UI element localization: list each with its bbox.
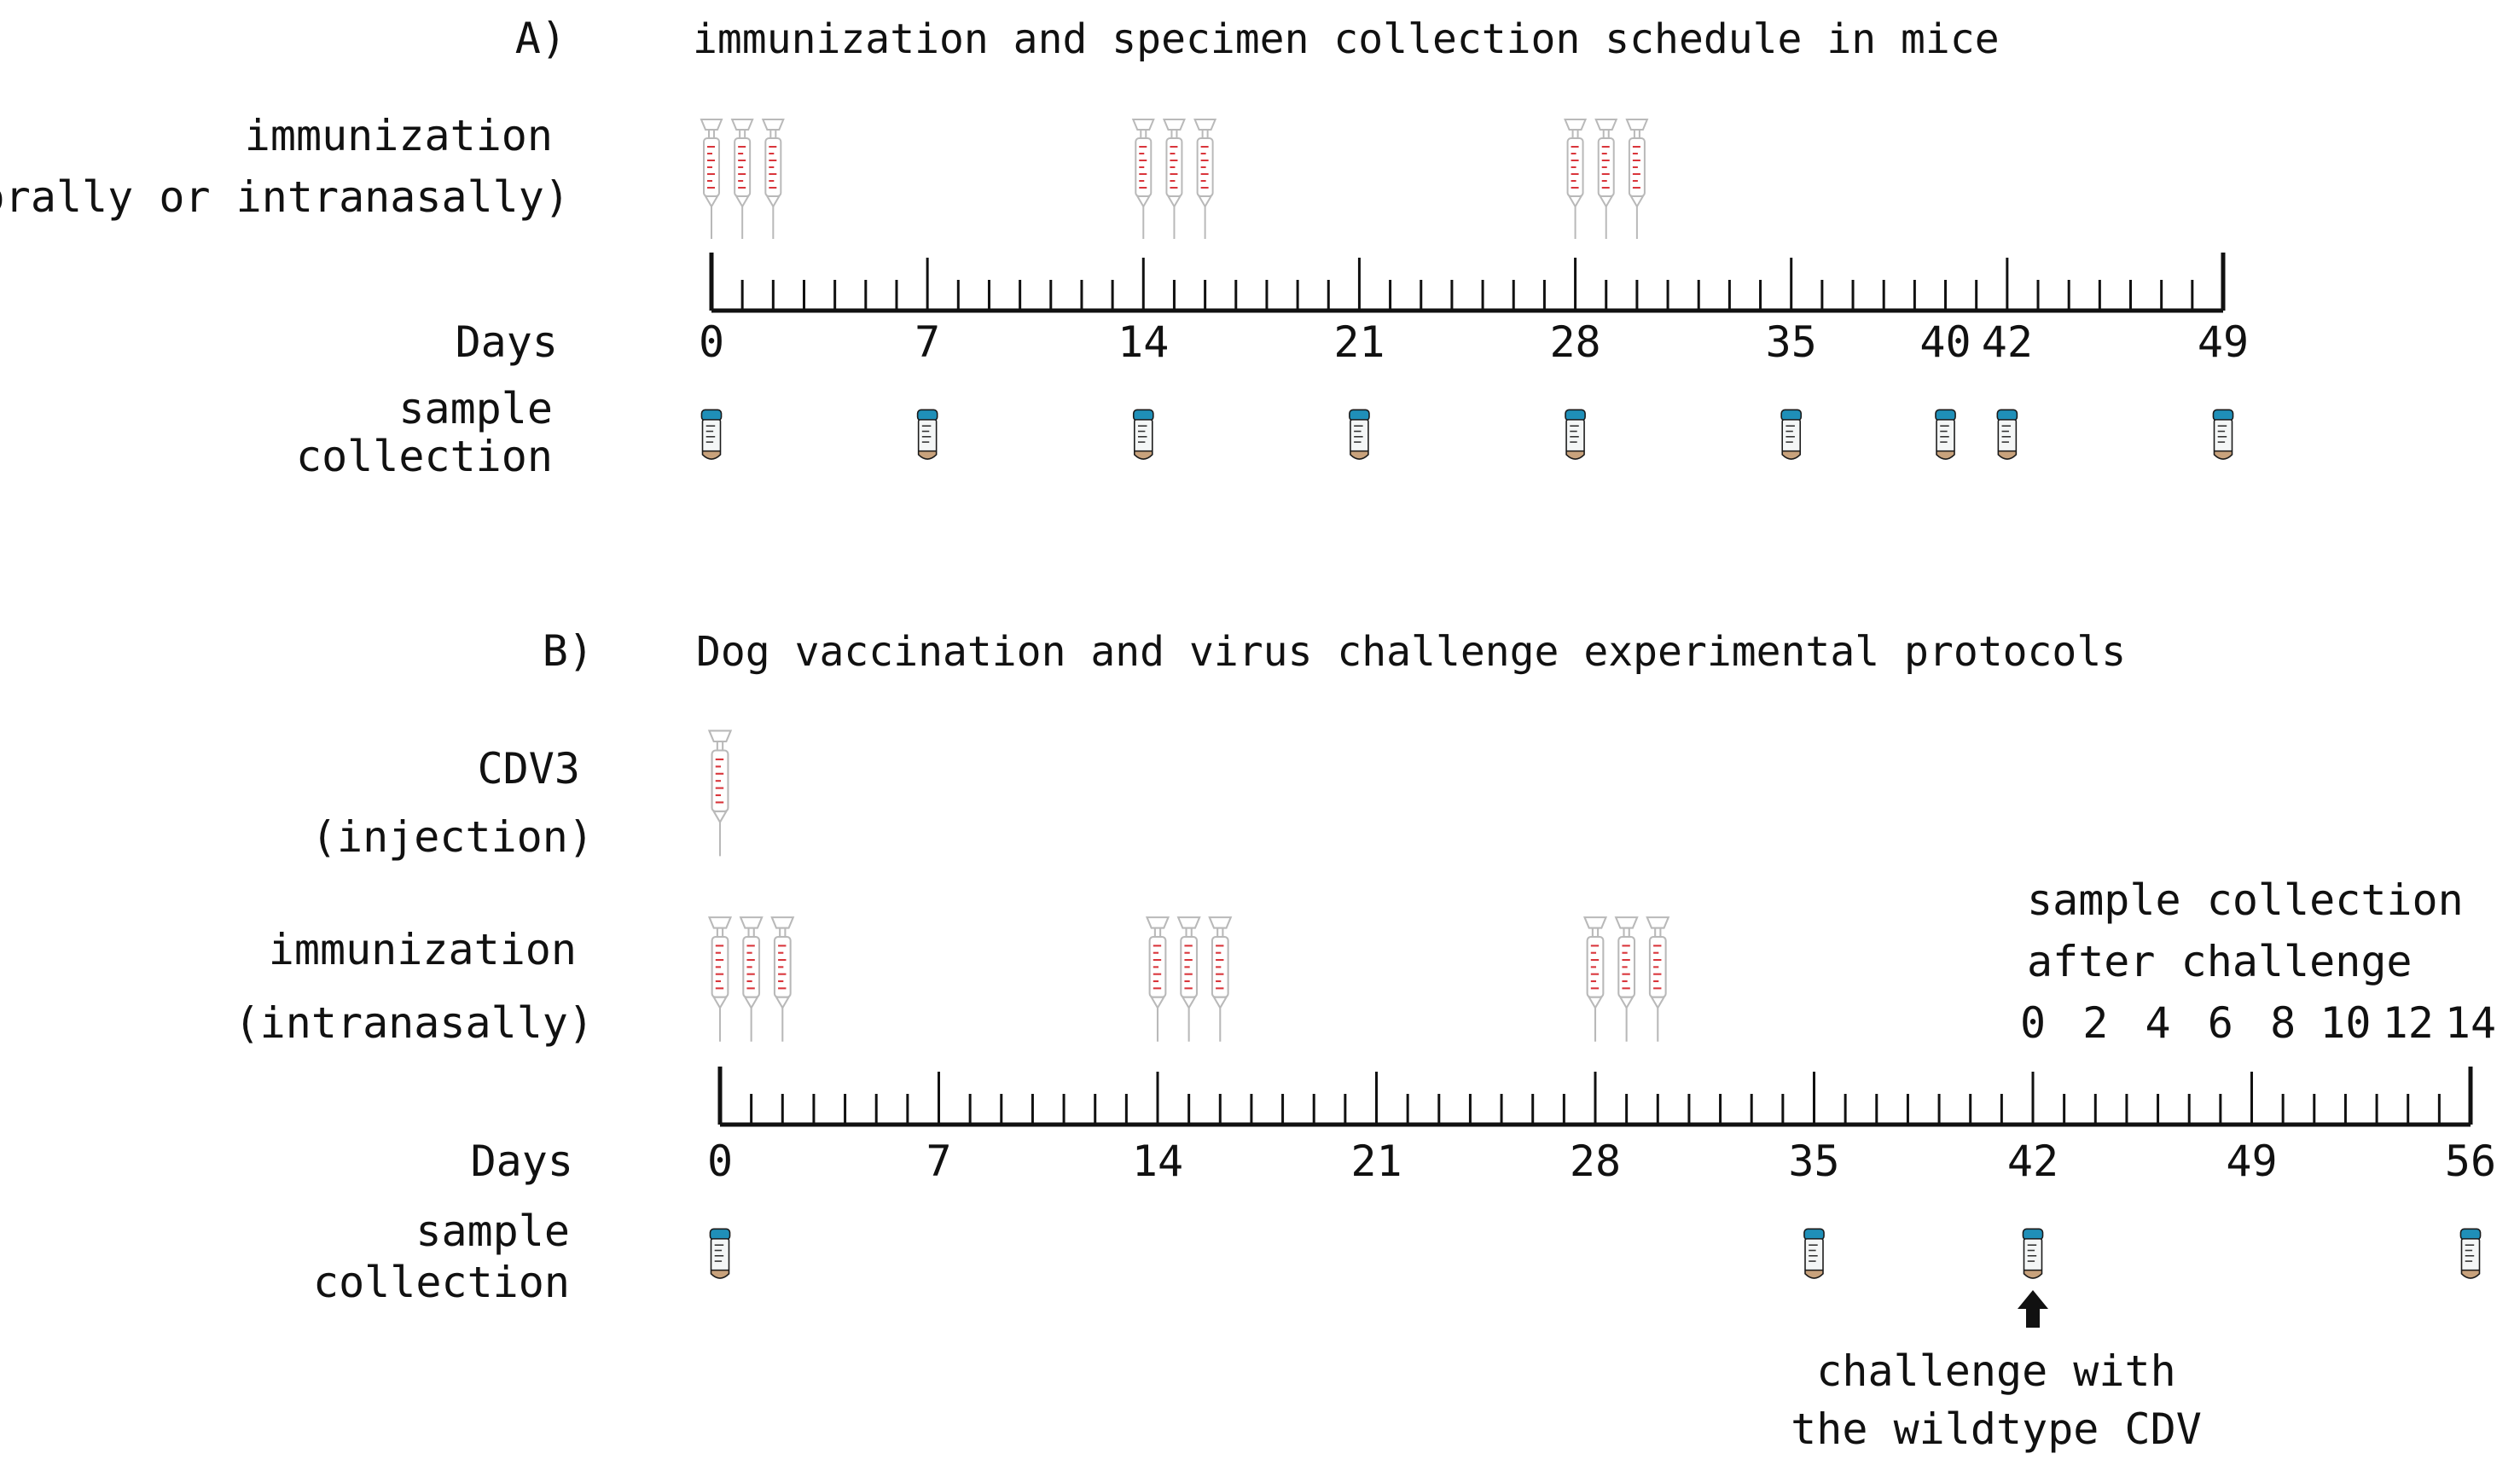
syringe-icon <box>1146 916 1170 1043</box>
syringe-icon <box>740 916 764 1043</box>
syringe-icon <box>1594 119 1617 240</box>
syringe-icon <box>708 730 732 858</box>
panel-b-timeline <box>717 1067 2473 1127</box>
sample-tube-icon <box>1935 409 1956 460</box>
after-challenge-day-label: 8 <box>2270 998 2296 1048</box>
panel-a-syringes <box>700 119 1648 240</box>
day-label: 21 <box>1333 317 1385 367</box>
day-label: 14 <box>1118 317 1169 367</box>
syringe-icon <box>1583 916 1607 1043</box>
syringe-icon <box>1208 916 1232 1043</box>
syringe-icon <box>1625 119 1648 240</box>
day-label: 14 <box>1132 1137 1183 1186</box>
day-label: 7 <box>926 1137 951 1186</box>
panel-b-letter: B) <box>543 626 594 676</box>
panel-a-immunization-label: immunization <box>245 111 553 160</box>
day-label: 40 <box>1919 317 1971 367</box>
syringe-icon <box>708 916 732 1043</box>
syringe-icon <box>1177 916 1201 1043</box>
day-label: 28 <box>1570 1137 1621 1186</box>
syringe-icon <box>1193 119 1216 240</box>
sample-tube-icon <box>1780 409 1803 460</box>
panel-b-injection-syringe <box>708 730 732 858</box>
panel-a-immunization-route-label: (orally or intranasally) <box>0 172 570 222</box>
sample-tube-icon <box>1565 409 1586 460</box>
panel-a-sample-tubes <box>700 409 2234 460</box>
panel-a-day-labels: 0 7 14 21 28 35 40 42 49 <box>699 317 2249 367</box>
day-label: 28 <box>1549 317 1600 367</box>
syringe-icon <box>731 119 754 240</box>
after-challenge-day-label: 2 <box>2082 998 2108 1048</box>
panel-b-sample-label: sample <box>415 1206 570 1256</box>
panel-b-injection-route-label: (injection) <box>311 812 594 862</box>
day-label: 42 <box>1982 317 2033 367</box>
after-challenge-day-label: 6 <box>2208 998 2233 1048</box>
sample-tube-icon <box>1996 409 2018 460</box>
panel-b-injection-label: CDV3 <box>478 744 580 794</box>
panel-b: B) Dog vaccination and virus challenge e… <box>235 626 2497 1454</box>
after-challenge-day-label: 12 <box>2383 998 2434 1048</box>
after-challenge-day-label: 4 <box>2145 998 2171 1048</box>
sample-tube-icon <box>2459 1228 2482 1279</box>
after-challenge-day-label: 0 <box>2020 998 2046 1048</box>
syringe-icon <box>1132 119 1155 240</box>
sample-tube-icon <box>709 1228 731 1279</box>
sample-tube-icon <box>1132 409 1154 460</box>
syringe-icon <box>1646 916 1669 1043</box>
syringe-icon <box>1615 916 1639 1043</box>
panel-a-timeline <box>709 253 2226 313</box>
panel-b-immunization-route-label: (intranasally) <box>235 998 594 1048</box>
panel-a: A) immunization and specimen collection … <box>0 14 2249 481</box>
sample-tube-icon <box>1349 409 1370 460</box>
syringe-icon <box>1163 119 1186 240</box>
syringe-icon <box>770 916 794 1043</box>
day-label: 35 <box>1788 1137 1839 1186</box>
day-label: 21 <box>1350 1137 1402 1186</box>
day-label: 35 <box>1766 317 1817 367</box>
syringe-icon <box>1564 119 1587 240</box>
challenge-label: challenge with <box>1816 1346 2175 1396</box>
sample-tube-icon <box>700 409 723 460</box>
panel-b-title: Dog vaccination and virus challenge expe… <box>696 628 2126 676</box>
after-challenge-day-label: 10 <box>2320 998 2371 1048</box>
day-label: 0 <box>699 317 724 367</box>
panel-b-collection-label: collection <box>313 1258 570 1307</box>
sample-tube-icon <box>916 409 938 460</box>
day-label: 42 <box>2007 1137 2058 1186</box>
panel-a-collection-label: collection <box>296 432 553 481</box>
syringe-icon <box>700 119 723 240</box>
panel-b-sample-tubes <box>709 1228 2482 1279</box>
panel-b-day-labels: 0 7 14 21 28 35 42 49 56 <box>707 1137 2496 1186</box>
panel-a-days-label: Days <box>456 317 558 367</box>
panel-a-title: immunization and specimen collection sch… <box>693 15 2000 63</box>
sample-tube-icon <box>2022 1228 2044 1279</box>
panel-b-days-label: Days <box>471 1137 573 1186</box>
panel-a-letter: A) <box>515 14 566 63</box>
day-label: 49 <box>2198 317 2249 367</box>
after-challenge-label: sample collection <box>2027 875 2464 925</box>
arrow-up-icon <box>2018 1290 2048 1328</box>
challenge-arrow-icon <box>2018 1290 2048 1328</box>
after-challenge-label-2: after challenge <box>2027 937 2413 986</box>
day-label: 56 <box>2445 1137 2496 1186</box>
panel-a-sample-label: sample <box>398 384 553 433</box>
after-challenge-day-labels: 0 2 4 6 8 10 12 14 <box>2020 998 2496 1048</box>
syringe-icon <box>762 119 785 240</box>
day-label: 0 <box>707 1137 733 1186</box>
sample-tube-icon <box>2212 409 2234 460</box>
panel-b-immunization-label: immunization <box>269 925 577 974</box>
challenge-label-2: the wildtype CDV <box>1791 1404 2202 1454</box>
panel-b-syringes <box>708 916 1669 1043</box>
day-label: 7 <box>915 317 940 367</box>
sample-tube-icon <box>1803 1228 1825 1279</box>
day-label: 49 <box>2226 1137 2277 1186</box>
after-challenge-day-label: 14 <box>2445 998 2496 1048</box>
